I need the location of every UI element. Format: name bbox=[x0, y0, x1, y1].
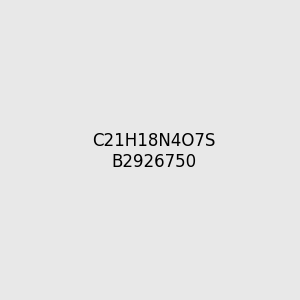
Text: C21H18N4O7S
B2926750: C21H18N4O7S B2926750 bbox=[92, 132, 215, 171]
